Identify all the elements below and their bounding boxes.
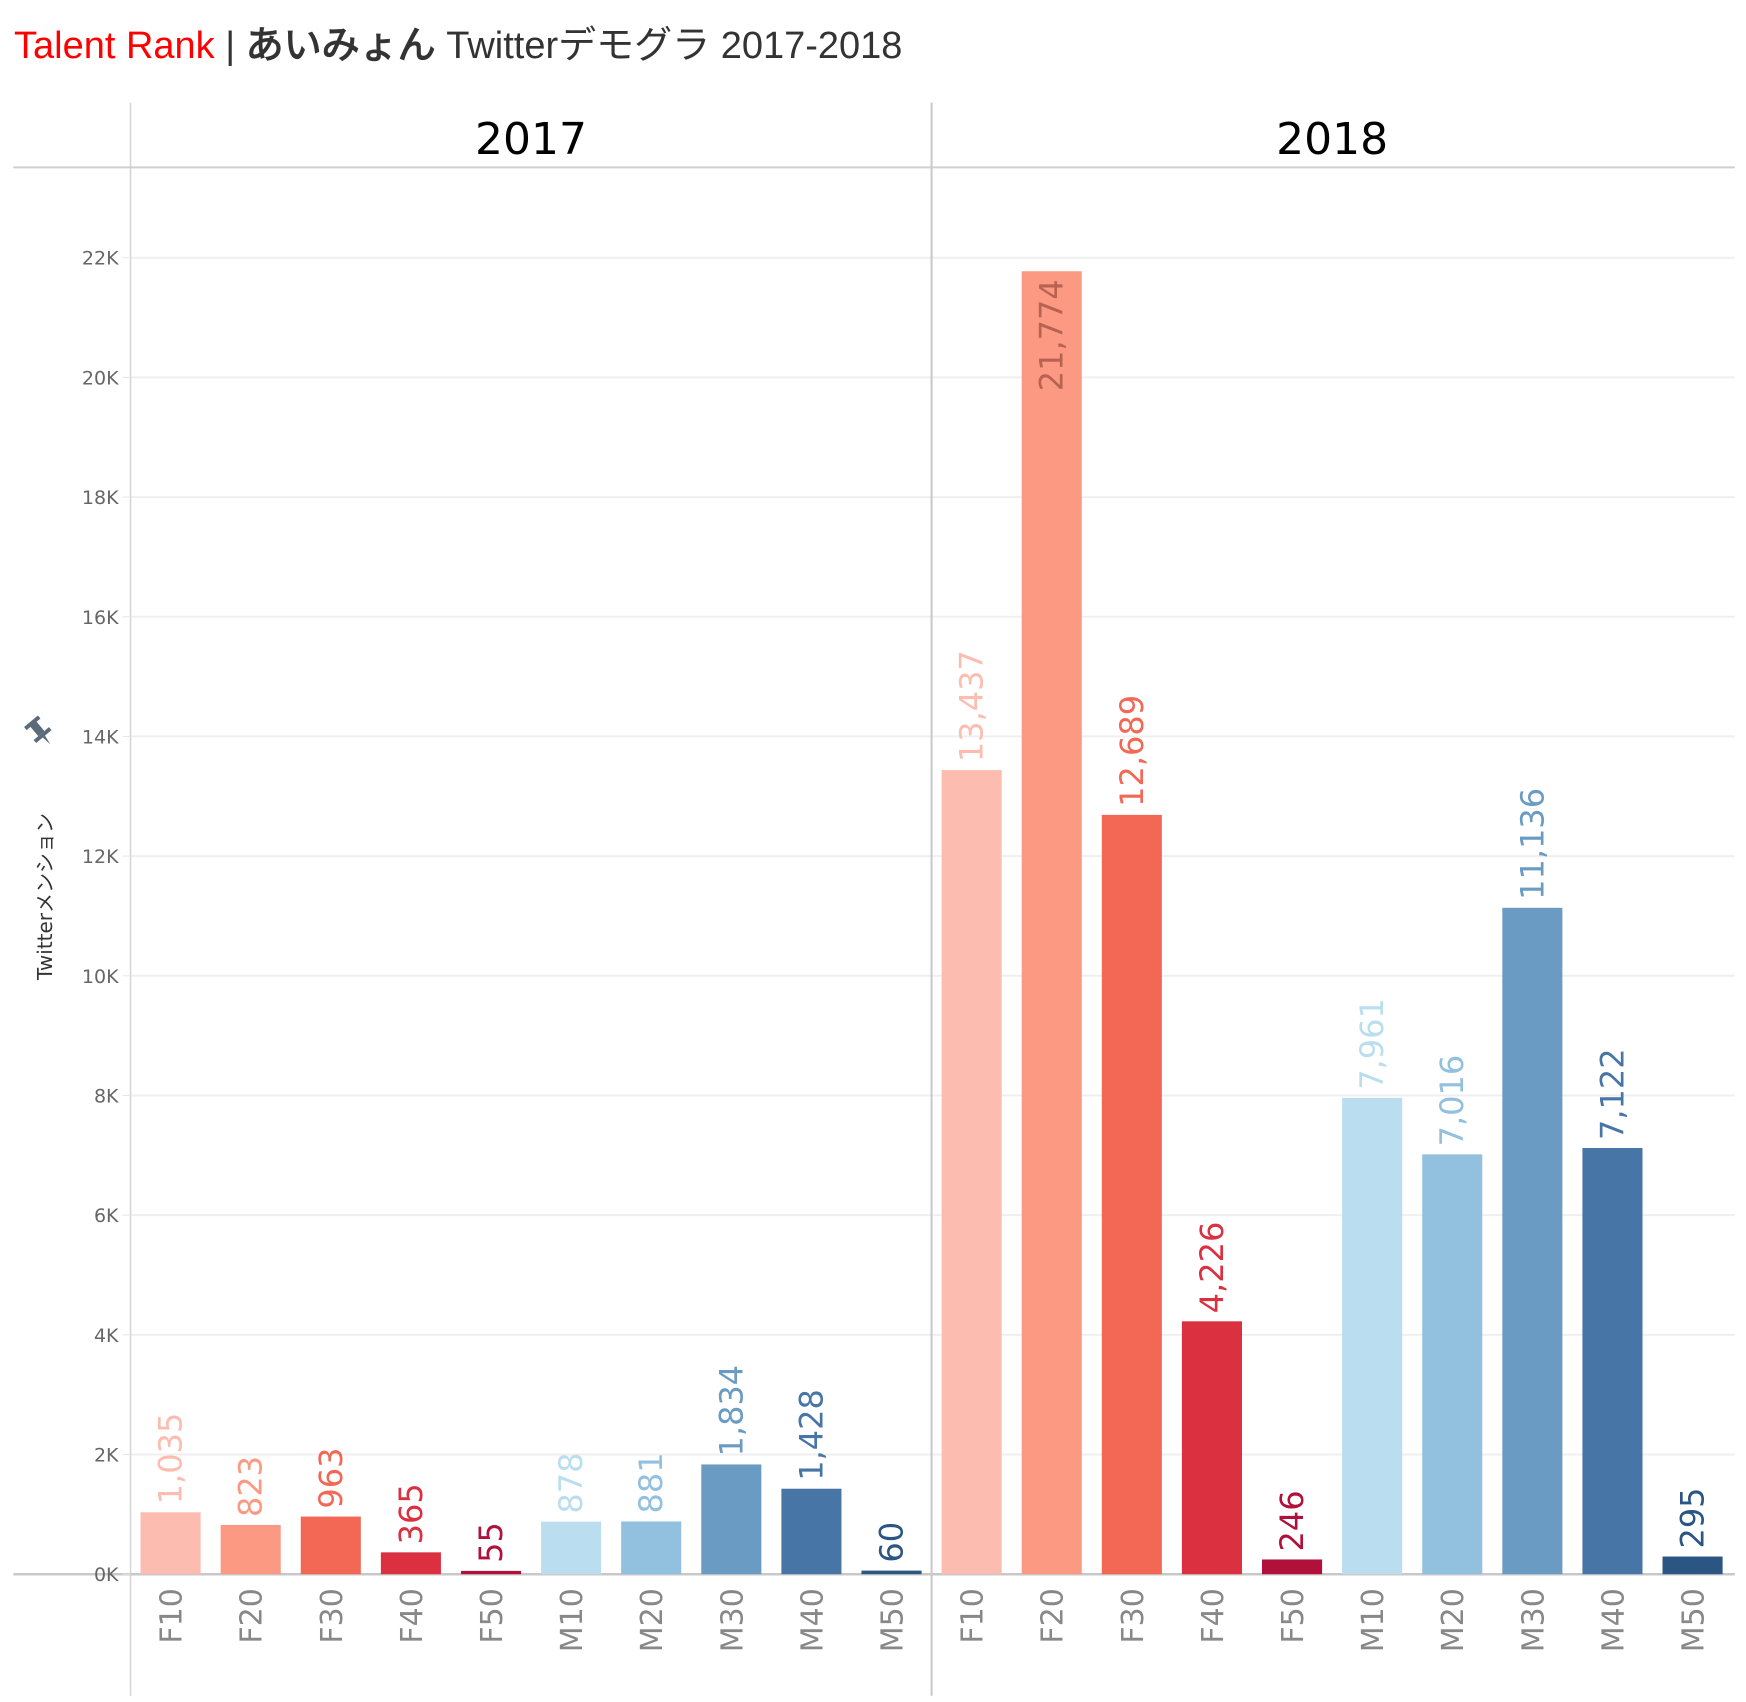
- x-tick-label: F30: [1116, 1588, 1151, 1643]
- x-tick-label: F10: [956, 1588, 991, 1643]
- y-tick-label: 2K: [94, 1445, 119, 1467]
- bar-2018-M20[interactable]: [1422, 1154, 1483, 1575]
- panels: 2017 1,035 F10 823 F20 963 F30 365 F40 55 F50 878 M1…: [140, 114, 1723, 1652]
- x-tick-label: F30: [315, 1588, 350, 1643]
- bar-2018-M10[interactable]: [1342, 1097, 1403, 1575]
- x-tick-label: M40: [1596, 1588, 1631, 1652]
- y-tick-label: 4K: [94, 1325, 119, 1347]
- y-tick-label: 6K: [94, 1205, 119, 1227]
- bar-2017-F40[interactable]: [380, 1552, 441, 1575]
- bar-2018-M40[interactable]: [1582, 1148, 1643, 1575]
- bar-2018-M30[interactable]: [1502, 907, 1563, 1575]
- data-label: 55: [472, 1522, 510, 1563]
- bar-2017-M30[interactable]: [701, 1464, 762, 1575]
- y-tick-label: 20K: [82, 367, 119, 389]
- x-tick-label: M40: [795, 1588, 830, 1652]
- panel-2018: 2018 13,437 F10 21,774 F20 12,689 F30 4,226 F40 2…: [941, 114, 1723, 1652]
- data-label: 7,961: [1353, 998, 1391, 1090]
- panel-2017: 2017 1,035 F10 823 F20 963 F30 365 F40 55 F50 878 M1…: [140, 114, 922, 1652]
- bar-2017-M20[interactable]: [621, 1521, 682, 1575]
- bar-2018-F40[interactable]: [1181, 1321, 1242, 1575]
- chart-title: Talent Rank | あいみょん Twitterデモグラ 2017-201…: [14, 14, 902, 69]
- data-label: 11,136: [1513, 788, 1551, 900]
- data-label: 878: [552, 1453, 590, 1514]
- data-label: 7,016: [1433, 1055, 1471, 1147]
- title-separator: |: [225, 25, 236, 67]
- x-tick-label: F20: [1036, 1588, 1071, 1643]
- x-tick-label: M10: [1356, 1588, 1391, 1652]
- bar-2017-M50[interactable]: [861, 1570, 922, 1575]
- panel-year-header: 2018: [1276, 114, 1388, 165]
- y-axis-title-group: Twitterメンション: [23, 715, 58, 981]
- bar-2017-M40[interactable]: [781, 1488, 842, 1575]
- bar-2017-F50[interactable]: [460, 1570, 522, 1575]
- x-tick-label: F20: [235, 1588, 270, 1643]
- data-label: 365: [392, 1483, 430, 1544]
- data-label: 21,774: [1033, 279, 1071, 391]
- bar-2018-F20[interactable]: [1021, 271, 1082, 1575]
- bar-2017-F10[interactable]: [140, 1512, 201, 1575]
- panel-year-header: 2017: [475, 114, 587, 165]
- x-tick-label: M50: [1677, 1588, 1712, 1652]
- x-tick-label: F50: [1276, 1588, 1311, 1643]
- data-label: 823: [232, 1456, 270, 1517]
- y-tick-label: 18K: [82, 487, 119, 509]
- brand-name: Talent Rank: [14, 25, 215, 67]
- x-tick-label: F10: [155, 1588, 190, 1643]
- data-label: 295: [1674, 1487, 1712, 1548]
- data-label: 1,428: [792, 1389, 830, 1481]
- y-axis-title: Twitterメンション: [33, 813, 57, 981]
- y-axis: 0K 2K 4K 6K 8K 10K 12K 14K 16K 18K 20K 22K: [82, 248, 131, 1586]
- x-tick-label: F50: [475, 1588, 510, 1643]
- y-tick-label: 12K: [82, 846, 119, 868]
- data-label: 12,689: [1113, 695, 1151, 807]
- bar-2017-M10[interactable]: [541, 1521, 602, 1575]
- x-tick-label: M10: [555, 1588, 590, 1652]
- y-tick-label: 10K: [82, 966, 119, 988]
- bar-2018-M50[interactable]: [1662, 1556, 1723, 1575]
- x-tick-label: M50: [876, 1588, 911, 1652]
- data-label: 1,035: [152, 1413, 190, 1505]
- data-label: 13,437: [953, 650, 991, 762]
- y-tick-label: 14K: [82, 726, 119, 748]
- data-label: 60: [873, 1522, 911, 1563]
- data-label: 1,834: [712, 1365, 750, 1457]
- x-tick-label: M20: [1436, 1588, 1471, 1652]
- data-label: 246: [1273, 1490, 1311, 1551]
- bar-2018-F30[interactable]: [1101, 814, 1162, 1575]
- x-tick-label: F40: [395, 1588, 430, 1643]
- bar-2017-F30[interactable]: [300, 1516, 361, 1575]
- data-label: 7,122: [1593, 1048, 1631, 1140]
- data-label: 4,226: [1193, 1222, 1231, 1314]
- artist-name: あいみょん: [245, 25, 436, 67]
- title-subtitle: Twitterデモグラ 2017-2018: [446, 25, 903, 67]
- y-tick-label: 16K: [82, 607, 119, 629]
- y-tick-label: 22K: [82, 248, 119, 270]
- bar-2018-F10[interactable]: [941, 770, 1002, 1575]
- x-tick-label: M20: [635, 1588, 670, 1652]
- x-tick-label: M30: [1516, 1588, 1551, 1652]
- y-tick-label: 0K: [94, 1564, 119, 1586]
- pin-icon[interactable]: [23, 715, 58, 751]
- x-tick-label: M30: [715, 1588, 750, 1652]
- data-label: 963: [312, 1447, 350, 1508]
- x-tick-label: F40: [1196, 1588, 1231, 1643]
- data-label: 881: [632, 1452, 670, 1513]
- bar-2018-F50[interactable]: [1262, 1559, 1323, 1575]
- bar-2017-F20[interactable]: [220, 1524, 281, 1575]
- y-tick-label: 8K: [94, 1085, 119, 1107]
- gridlines: [130, 256, 1735, 1576]
